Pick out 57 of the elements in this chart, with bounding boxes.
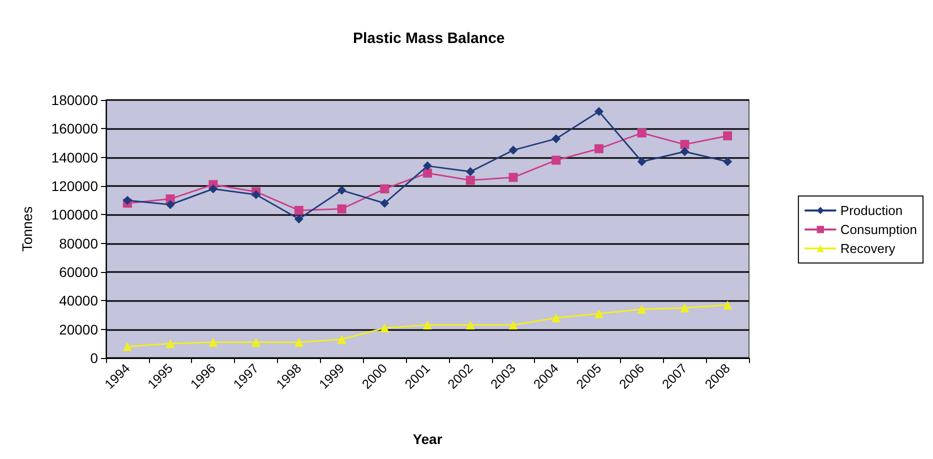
point — [723, 131, 732, 140]
point — [380, 323, 390, 332]
point — [680, 140, 690, 149]
y-axis-title: Tonnes — [19, 206, 35, 252]
point — [466, 320, 475, 330]
point — [423, 320, 432, 330]
point — [723, 157, 732, 166]
point — [337, 334, 346, 344]
y-tick-label: 0 — [90, 350, 98, 366]
legend-label: Recovery — [840, 241, 896, 256]
y-tick-label: 20000 — [59, 321, 98, 338]
point — [594, 106, 604, 116]
point — [680, 303, 690, 312]
point — [508, 320, 518, 330]
point — [166, 339, 175, 348]
y-tick-label: 40000 — [59, 292, 98, 309]
point — [552, 156, 561, 165]
point — [423, 161, 432, 170]
point — [508, 146, 518, 155]
y-tick-label: 140000 — [51, 149, 98, 166]
point — [637, 128, 646, 138]
y-tick-label: 160000 — [51, 120, 98, 137]
point — [294, 206, 304, 215]
y-tick-label: 180000 — [51, 92, 98, 108]
point — [594, 309, 604, 318]
point — [680, 147, 690, 156]
point — [637, 304, 646, 314]
point — [423, 168, 432, 178]
chart-title: Plastic Mass Balance — [353, 30, 505, 47]
point — [337, 186, 346, 195]
point — [294, 214, 304, 224]
point — [637, 157, 646, 166]
legend-label: Production — [840, 203, 903, 218]
point — [594, 144, 604, 154]
point — [337, 204, 346, 214]
point — [466, 176, 475, 185]
x-axis-title: Year — [412, 431, 443, 447]
point — [723, 300, 732, 310]
point — [208, 184, 218, 194]
point — [252, 338, 261, 347]
y-tick-label: 120000 — [51, 178, 98, 194]
y-tick-label: 60000 — [59, 264, 98, 280]
y-tick-label: 100000 — [51, 206, 98, 223]
point — [380, 184, 390, 194]
point — [166, 200, 175, 210]
point — [552, 313, 561, 322]
point — [208, 338, 218, 347]
point — [252, 190, 261, 200]
legend-label: Consumption — [840, 222, 918, 237]
point — [508, 172, 518, 182]
point — [122, 342, 132, 352]
point — [552, 134, 561, 144]
y-tick-label: 80000 — [59, 235, 98, 252]
point — [380, 198, 390, 208]
point — [294, 338, 304, 347]
point — [122, 196, 132, 205]
point — [466, 167, 475, 176]
